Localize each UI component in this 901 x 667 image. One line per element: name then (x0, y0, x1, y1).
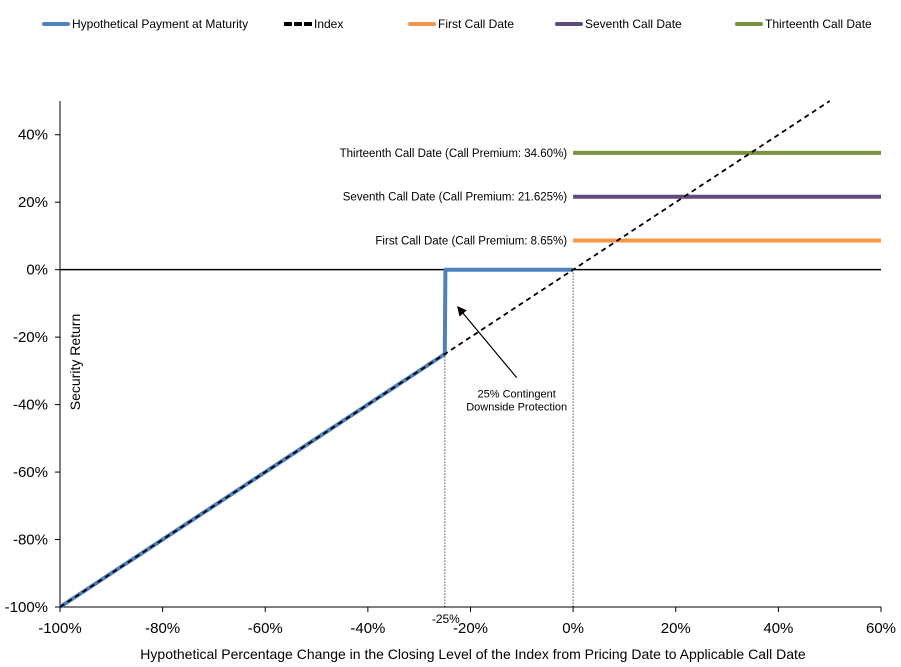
call-premium-label: Thirteenth Call Date (Call Premium: 34.6… (340, 148, 568, 160)
y-tick-label: -40% (13, 397, 48, 414)
legend-label-index: Index (314, 17, 344, 31)
legend-swatch-seventh-call (555, 22, 583, 26)
x-tick-label: -60% (248, 620, 283, 637)
x-axis-title: Hypothetical Percentage Change in the Cl… (140, 646, 806, 662)
legend-item-first-call: First Call Date (408, 17, 514, 31)
y-tick-label: 0% (26, 262, 48, 279)
series-line-hypothetical-payment-at-maturity (58, 267, 574, 609)
call-premium-label: First Call Date (Call Premium: 8.65%) (375, 235, 567, 247)
protection-note-line: 25% Contingent (478, 389, 556, 401)
legend-swatch-index (284, 22, 312, 26)
y-axis-title: Security Return (67, 314, 83, 410)
x-tick-label: -100% (38, 620, 81, 637)
legend-swatch-first-call (408, 22, 436, 26)
legend-item-payment: Hypothetical Payment at Maturity (42, 17, 248, 31)
x-tick-label: 40% (763, 620, 793, 637)
x-tick-label: -40% (350, 620, 385, 637)
x-tick-label: 20% (661, 620, 691, 637)
y-tick-label: -60% (13, 464, 48, 481)
y-tick-label: 20% (18, 194, 48, 211)
protection-note-line: Downside Protection (466, 402, 567, 414)
legend-swatch-thirteenth-call (735, 22, 763, 26)
protection-arrow (457, 306, 518, 378)
barrier-marker-label: -25% (432, 612, 460, 626)
legend: Hypothetical Payment at Maturity Index F… (0, 17, 901, 37)
series-line-index (59, 100, 831, 608)
legend-item-seventh-call: Seventh Call Date (555, 17, 682, 31)
legend-item-thirteenth-call: Thirteenth Call Date (735, 17, 872, 31)
legend-item-index: Index (284, 17, 343, 31)
x-tick-label: -80% (145, 620, 180, 637)
legend-swatch-payment (42, 22, 70, 26)
legend-label-seventh-call: Seventh Call Date (585, 17, 682, 31)
legend-label-payment: Hypothetical Payment at Maturity (72, 17, 249, 31)
y-tick-label: -100% (5, 599, 48, 616)
call-premium-label: Seventh Call Date (Call Premium: 21.625%… (343, 192, 568, 204)
y-tick-label: 40% (18, 127, 48, 144)
y-tick-label: -80% (13, 532, 48, 549)
legend-label-thirteenth-call: Thirteenth Call Date (765, 17, 872, 31)
x-tick-label: 60% (866, 620, 896, 637)
x-tick-label: -20% (453, 620, 488, 637)
legend-label-first-call: First Call Date (438, 17, 515, 31)
y-tick-label: -20% (13, 329, 48, 346)
x-tick-label: 0% (562, 620, 584, 637)
